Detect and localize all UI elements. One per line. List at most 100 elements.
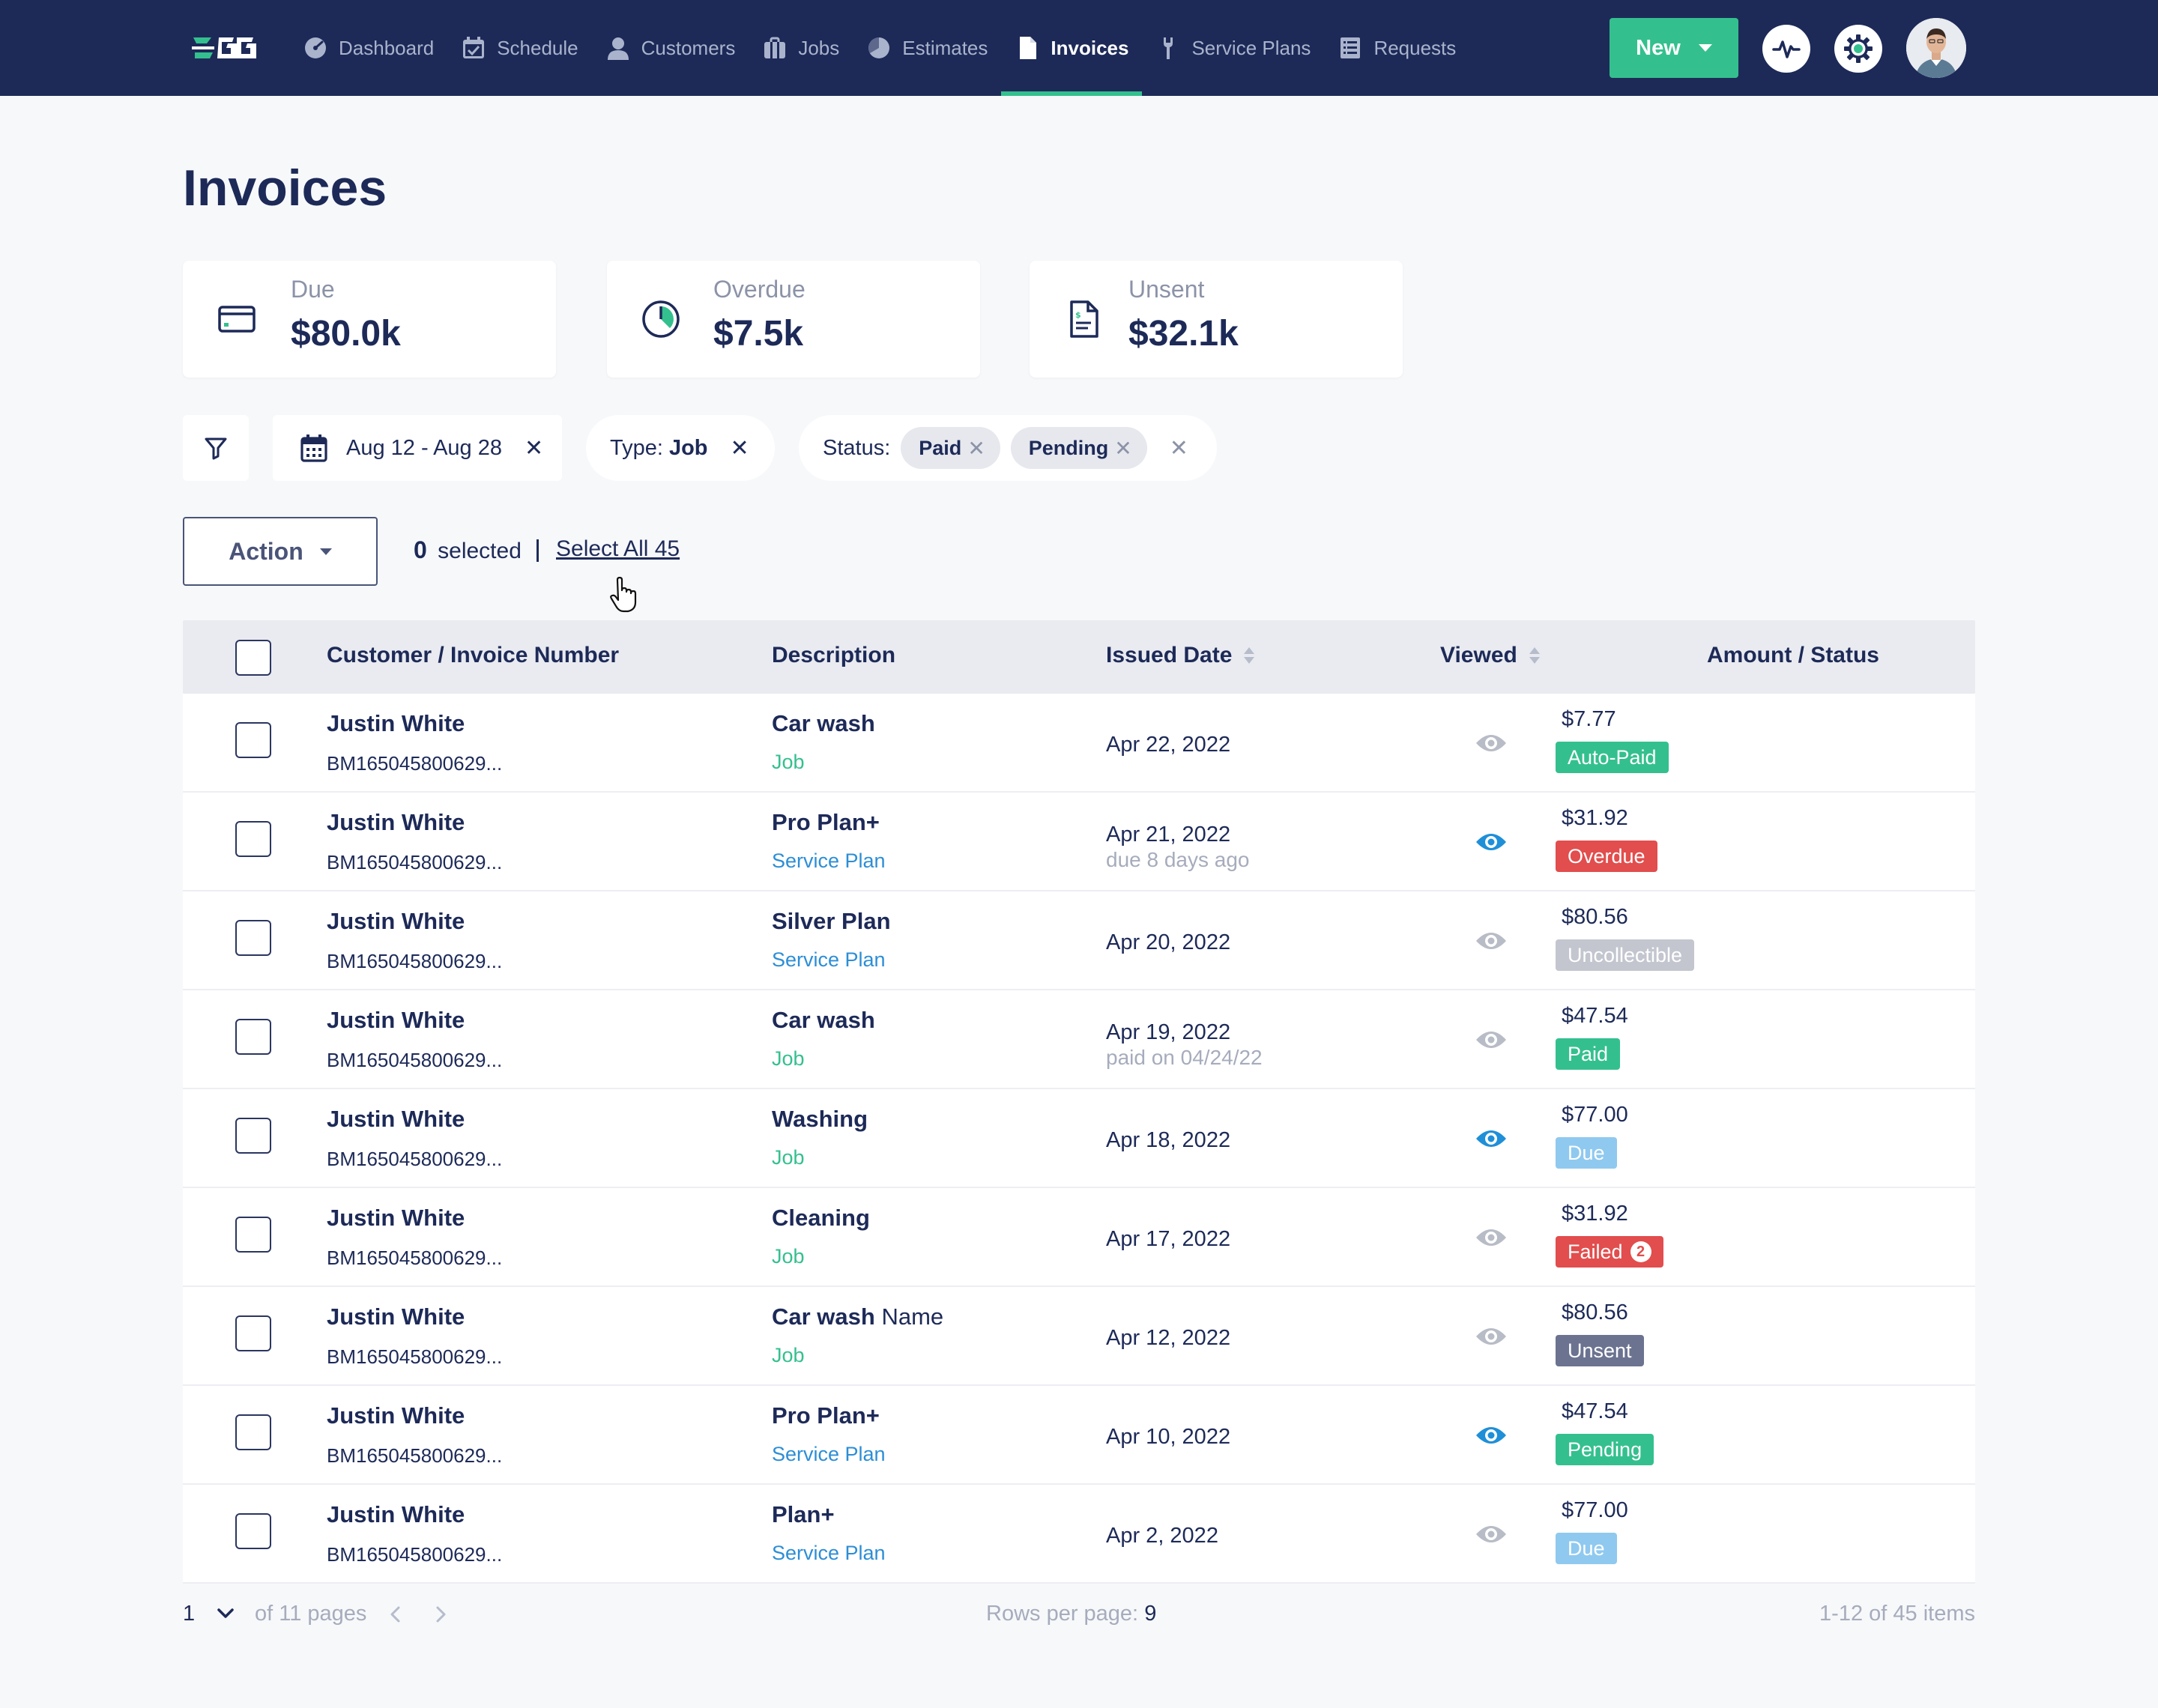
nav-item-dashboard[interactable]: Dashboard xyxy=(289,0,447,96)
customer-name[interactable]: Justin White xyxy=(327,809,465,835)
table-row[interactable]: Justin White BM165045800629... Car wash Na… xyxy=(183,1287,1975,1386)
status-pill-pending[interactable]: Pending ✕ xyxy=(1010,427,1147,469)
rows-per-page[interactable]: Rows per page: 9 xyxy=(986,1602,1156,1626)
invoice-type: Job xyxy=(772,1245,805,1268)
table-row[interactable]: Justin White BM165045800629... Silver Plan… xyxy=(183,891,1975,990)
stat-card-unsent[interactable]: $ Unsent $32.1k xyxy=(1030,261,1403,378)
amount: $7.77 xyxy=(1562,707,1616,731)
not-viewed-eye-icon xyxy=(1475,1026,1508,1053)
customer-name[interactable]: Justin White xyxy=(327,1007,465,1033)
customer-name[interactable]: Justin White xyxy=(327,1501,465,1527)
description-title: Car wash xyxy=(772,710,875,736)
table-row[interactable]: Justin White BM165045800629... Car wash Job… xyxy=(183,694,1975,793)
column-header-label: Customer / Invoice Number xyxy=(327,643,620,667)
table-row[interactable]: Justin White BM165045800629... Washing Job A… xyxy=(183,1089,1975,1188)
clear-status-filter-icon[interactable]: ✕ xyxy=(1169,435,1188,461)
activity-button[interactable] xyxy=(1762,25,1810,73)
issued-date: Apr 20, 2022 xyxy=(1106,930,1231,954)
type-filter[interactable]: Type: Job ✕ xyxy=(586,415,775,481)
company-logo[interactable] xyxy=(190,30,256,66)
remove-pill-icon[interactable]: ✕ xyxy=(1114,436,1132,460)
issued-date: Apr 17, 2022 xyxy=(1106,1227,1231,1251)
invoice-number: BM165045800629... xyxy=(327,1049,503,1071)
calendar-icon xyxy=(300,434,327,462)
action-dropdown-button[interactable]: Action xyxy=(183,517,378,586)
row-checkbox[interactable] xyxy=(235,1315,271,1351)
amount: $77.00 xyxy=(1562,1498,1628,1522)
previous-page-icon[interactable] xyxy=(388,1605,403,1624)
pagination: 1 of 11 pages Rows per page: 9 1-12 of 4… xyxy=(183,1602,1975,1632)
invoice-file-icon: $ xyxy=(1070,300,1098,338)
select-all-link[interactable]: Select All 45 xyxy=(556,536,680,561)
sort-icon[interactable] xyxy=(1529,647,1540,664)
next-page-icon[interactable] xyxy=(433,1605,448,1624)
customer-name[interactable]: Justin White xyxy=(327,710,465,736)
nav-item-label: Service Plans xyxy=(1191,36,1311,59)
amount: $47.54 xyxy=(1562,1004,1628,1028)
nav-item-estimates[interactable]: Estimates xyxy=(853,0,1001,96)
current-page[interactable]: 1 xyxy=(183,1602,196,1626)
status-filter[interactable]: Status: Paid ✕ Pending ✕ ✕ xyxy=(799,415,1217,481)
nav-item-service-plans[interactable]: Service Plans xyxy=(1142,0,1324,96)
status-pill-paid[interactable]: Paid ✕ xyxy=(901,427,1000,469)
user-avatar[interactable] xyxy=(1906,18,1966,78)
nav-item-schedule[interactable]: Schedule xyxy=(447,0,591,96)
column-header-label: Viewed xyxy=(1440,643,1517,667)
nav-item-requests[interactable]: Requests xyxy=(1324,0,1469,96)
date-range-filter[interactable]: Aug 12 - Aug 28 ✕ xyxy=(273,415,562,481)
row-checkbox[interactable] xyxy=(235,1118,271,1154)
selected-count: 0 xyxy=(414,536,427,563)
row-checkbox[interactable] xyxy=(235,1019,271,1055)
nav-item-jobs[interactable]: Jobs xyxy=(749,0,853,96)
failed-count-badge: 2 xyxy=(1630,1241,1651,1262)
chevron-down-icon[interactable] xyxy=(216,1606,235,1621)
status-label: Failed xyxy=(1568,1240,1623,1263)
nav-item-label: Invoices xyxy=(1051,36,1129,59)
customer-name[interactable]: Justin White xyxy=(327,908,465,934)
new-button[interactable]: New xyxy=(1610,18,1738,78)
nav-item-label: Requests xyxy=(1373,36,1457,59)
customer-name[interactable]: Justin White xyxy=(327,1205,465,1231)
invoice-number: BM165045800629... xyxy=(327,752,503,775)
customer-name[interactable]: Justin White xyxy=(327,1402,465,1429)
invoice-number: BM165045800629... xyxy=(327,1247,503,1269)
table-row[interactable]: Justin White BM165045800629... Plan+ Servic… xyxy=(183,1485,1975,1584)
table-row[interactable]: Justin White BM165045800629... Cleaning Job… xyxy=(183,1188,1975,1287)
settings-button[interactable] xyxy=(1834,25,1882,73)
new-button-label: New xyxy=(1636,35,1681,60)
stat-card-due[interactable]: Due $80.0k xyxy=(183,261,556,378)
column-header-viewed[interactable]: Viewed xyxy=(1440,643,1540,668)
nav-item-invoices[interactable]: Invoices xyxy=(1001,0,1143,96)
customer-name[interactable]: Justin White xyxy=(327,1106,465,1132)
row-checkbox[interactable] xyxy=(235,821,271,857)
nav-item-customers[interactable]: Customers xyxy=(592,0,749,96)
row-checkbox[interactable] xyxy=(235,722,271,758)
stat-card-overdue[interactable]: Overdue $7.5k xyxy=(607,261,980,378)
filter-funnel-icon xyxy=(205,437,227,460)
table-row[interactable]: Justin White BM165045800629... Pro Plan+ Se… xyxy=(183,793,1975,891)
not-viewed-eye-icon xyxy=(1475,1521,1508,1548)
invoice-number: BM165045800629... xyxy=(327,1444,503,1467)
hand-pointer-cursor-icon xyxy=(610,577,637,613)
filter-button[interactable] xyxy=(183,415,249,481)
amount: $31.92 xyxy=(1562,806,1628,830)
select-all-checkbox[interactable] xyxy=(235,640,271,676)
row-checkbox[interactable] xyxy=(235,1414,271,1450)
issued-date: Apr 21, 2022 xyxy=(1106,823,1231,847)
sort-icon[interactable] xyxy=(1244,647,1255,664)
page-title: Invoices xyxy=(183,160,387,216)
clear-date-filter-icon[interactable]: ✕ xyxy=(525,435,544,461)
description: Cleaning xyxy=(772,1205,870,1232)
action-label: Action xyxy=(229,537,303,565)
table-row[interactable]: Justin White BM165045800629... Car wash Job… xyxy=(183,990,1975,1089)
customer-name[interactable]: Justin White xyxy=(327,1303,465,1330)
table-row[interactable]: Justin White BM165045800629... Pro Plan+ Se… xyxy=(183,1386,1975,1485)
remove-pill-icon[interactable]: ✕ xyxy=(967,436,985,460)
status-pill-label: Pending xyxy=(1028,436,1109,459)
clear-type-filter-icon[interactable]: ✕ xyxy=(730,435,749,461)
row-checkbox[interactable] xyxy=(235,920,271,956)
row-checkbox[interactable] xyxy=(235,1513,271,1549)
row-checkbox[interactable] xyxy=(235,1217,271,1253)
amount: $31.92 xyxy=(1562,1202,1628,1226)
column-header-issued-date[interactable]: Issued Date xyxy=(1106,643,1255,668)
